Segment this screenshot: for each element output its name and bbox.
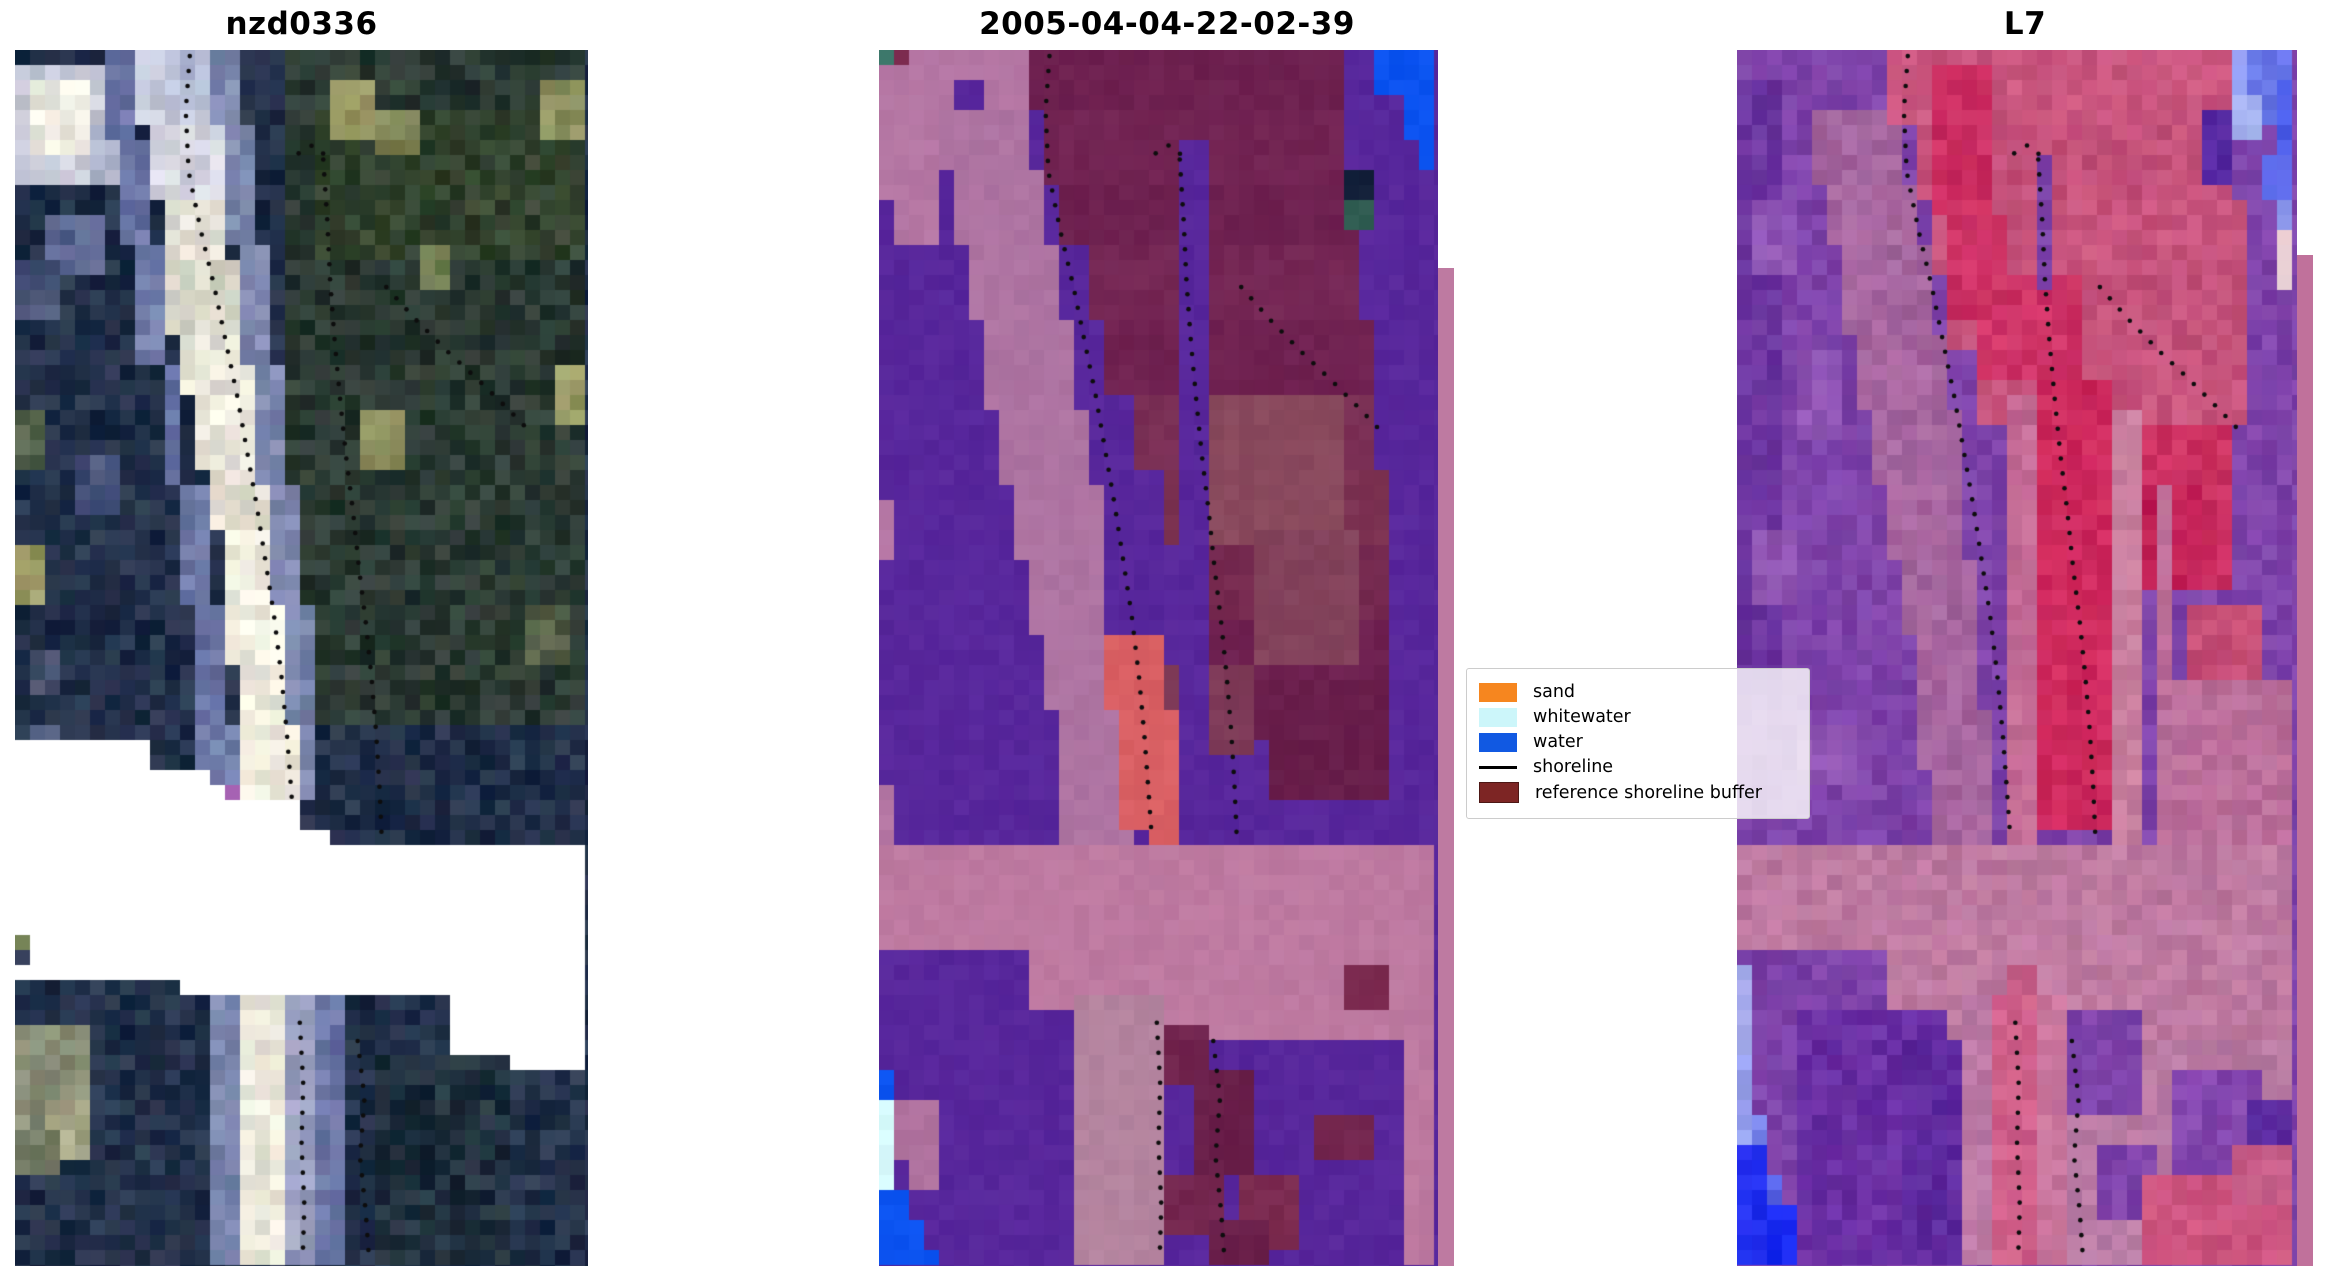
legend-box: sand whitewater water shoreline referenc…: [1466, 668, 1810, 819]
panel-title-classified: 2005-04-04-22-02-39: [979, 6, 1355, 42]
legend-label: sand: [1533, 682, 1576, 702]
legend-item-reference-shoreline-buffer: reference shoreline buffer: [1479, 782, 1795, 803]
legend-label: shoreline: [1533, 757, 1614, 777]
panel-title-l7: L7: [2003, 6, 2047, 42]
whitewater-swatch-icon: [1479, 707, 1517, 727]
classified-image-edge-sliver: [1438, 268, 1454, 1266]
reference-shoreline-buffer-swatch-icon: [1479, 782, 1519, 803]
legend-item-shoreline: shoreline: [1479, 757, 1795, 777]
classified-image: [879, 50, 1438, 1266]
legend-label: reference shoreline buffer: [1535, 782, 1762, 803]
shoreline-line-icon: [1479, 765, 1517, 769]
sand-swatch-icon: [1479, 682, 1517, 702]
l7-satellite-image: [1737, 50, 2297, 1266]
rgb-satellite-image: [15, 50, 588, 1266]
l7-image-edge-sliver: [2297, 255, 2313, 1266]
legend-item-whitewater: whitewater: [1479, 707, 1795, 727]
water-swatch-icon: [1479, 732, 1517, 752]
panel-title-rgb: nzd0336: [225, 6, 378, 42]
legend-label: whitewater: [1533, 707, 1631, 727]
legend-item-sand: sand: [1479, 682, 1795, 702]
legend-label: water: [1533, 732, 1583, 752]
legend-item-water: water: [1479, 732, 1795, 752]
